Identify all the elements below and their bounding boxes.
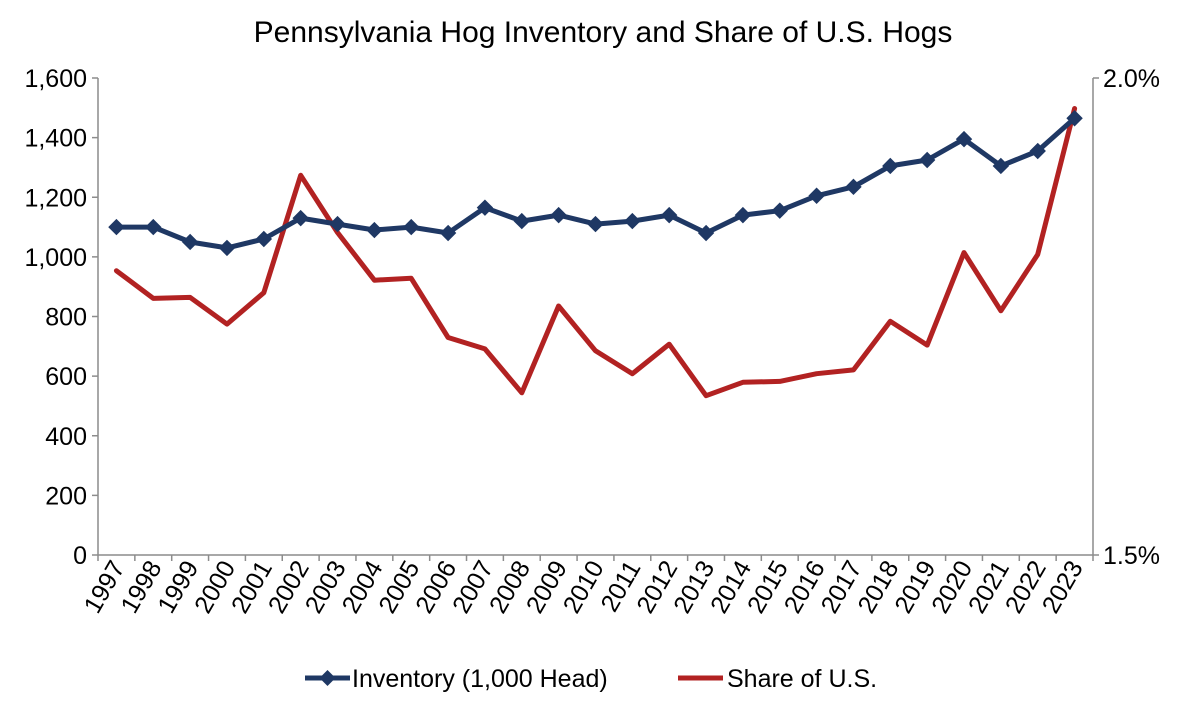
series-share [113,106,1078,399]
data-point [882,157,899,175]
series-inventory [108,110,1083,257]
left-tick-label: 0 [73,542,87,570]
left-tick-label: 1,000 [24,244,87,272]
series-layer [108,106,1083,399]
data-point [108,218,125,236]
data-point [587,215,604,233]
data-point [1029,142,1046,160]
left-axis-ticks: 0 200 400 600 800 1,000 1,200 1,400 1,600 [24,65,98,570]
data-point [366,221,383,239]
data-point [181,233,199,251]
legend-label-inventory: Inventory (1,000 Head) [352,665,608,693]
data-point [292,209,309,227]
right-axis-ticks: 1.5% 2.0% [1093,65,1160,570]
left-tick-label: 1,600 [24,65,87,93]
x-tick-label: 2010 [558,556,610,618]
left-tick-label: 200 [45,482,87,510]
data-point [845,178,862,196]
left-tick-label: 600 [45,363,87,391]
left-tick-label: 400 [45,423,87,451]
data-point [955,130,973,148]
data-point [403,218,420,236]
left-tick-label: 800 [45,304,87,332]
x-axis-ticks: 1997199819992000200120022003200420052006… [79,555,1094,618]
data-point [550,206,567,224]
series-line [113,106,1078,399]
left-tick-label: 1,200 [24,184,87,212]
data-point [808,187,825,204]
x-tick-label: 2023 [1037,556,1089,618]
data-point [145,218,162,236]
data-point [624,212,641,230]
data-point [329,215,346,233]
data-point [697,224,715,242]
left-tick-label: 1,400 [24,125,87,153]
data-point [255,230,273,248]
right-tick-label: 1.5% [1103,542,1160,570]
legend: Inventory (1,000 Head) Share of U.S. [305,665,877,693]
data-point [660,206,678,224]
data-point [734,206,752,224]
legend-marker-inventory [319,670,336,686]
chart-title: Pennsylvania Hog Inventory and Share of … [254,16,953,49]
data-point [918,151,936,169]
data-point [218,239,236,257]
data-point [771,202,788,219]
right-tick-label: 2.0% [1103,65,1160,93]
data-point [992,157,1010,175]
data-point [476,199,494,216]
data-point [1066,110,1083,127]
data-point [439,224,457,242]
data-point [513,212,531,230]
legend-label-share: Share of U.S. [727,665,877,693]
